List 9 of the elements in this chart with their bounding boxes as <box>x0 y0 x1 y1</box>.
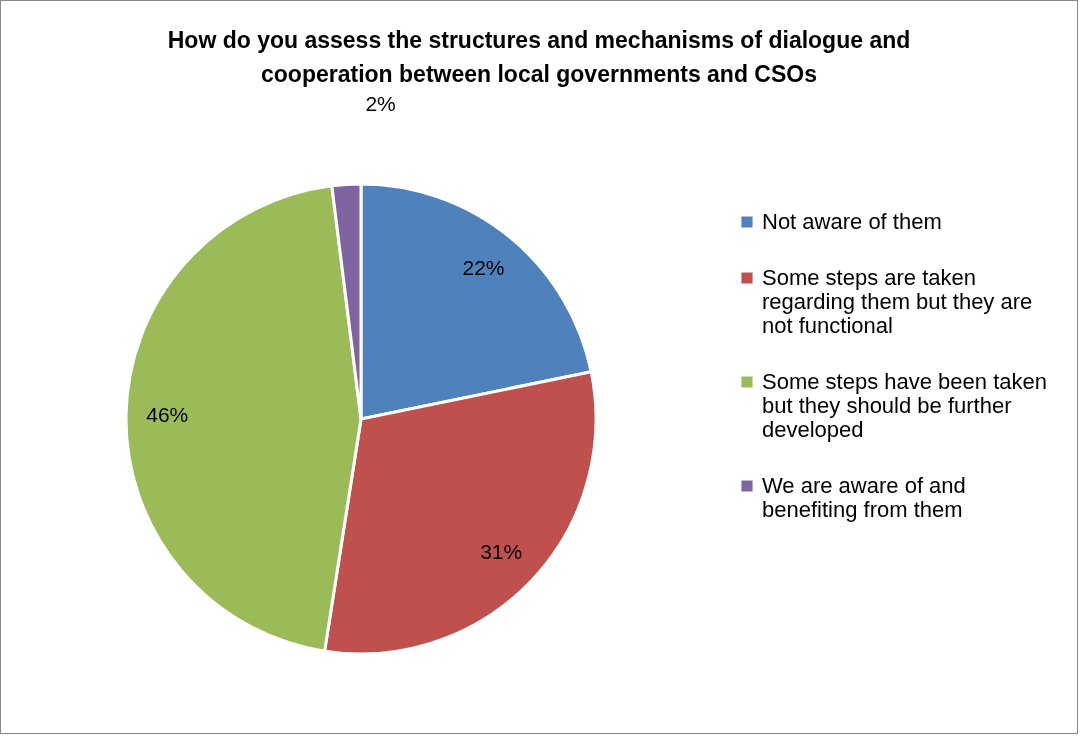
legend-label: Not aware of them <box>762 209 942 234</box>
legend-label: Some steps have been taken but they should be further developed <box>762 369 1047 442</box>
legend-label: We are aware of and benefiting from them <box>762 473 966 522</box>
chart-title: How do you assess the structures and mechanisms of dialogue and cooperation between local governments and CSOs <box>167 27 911 87</box>
data-label: 31% <box>480 539 523 563</box>
data-label: 2% <box>365 91 396 115</box>
legend-label: Some steps are taken regarding them but they are not functional <box>762 265 1033 338</box>
data-label: 22% <box>462 255 505 279</box>
data-label: 46% <box>146 402 189 426</box>
